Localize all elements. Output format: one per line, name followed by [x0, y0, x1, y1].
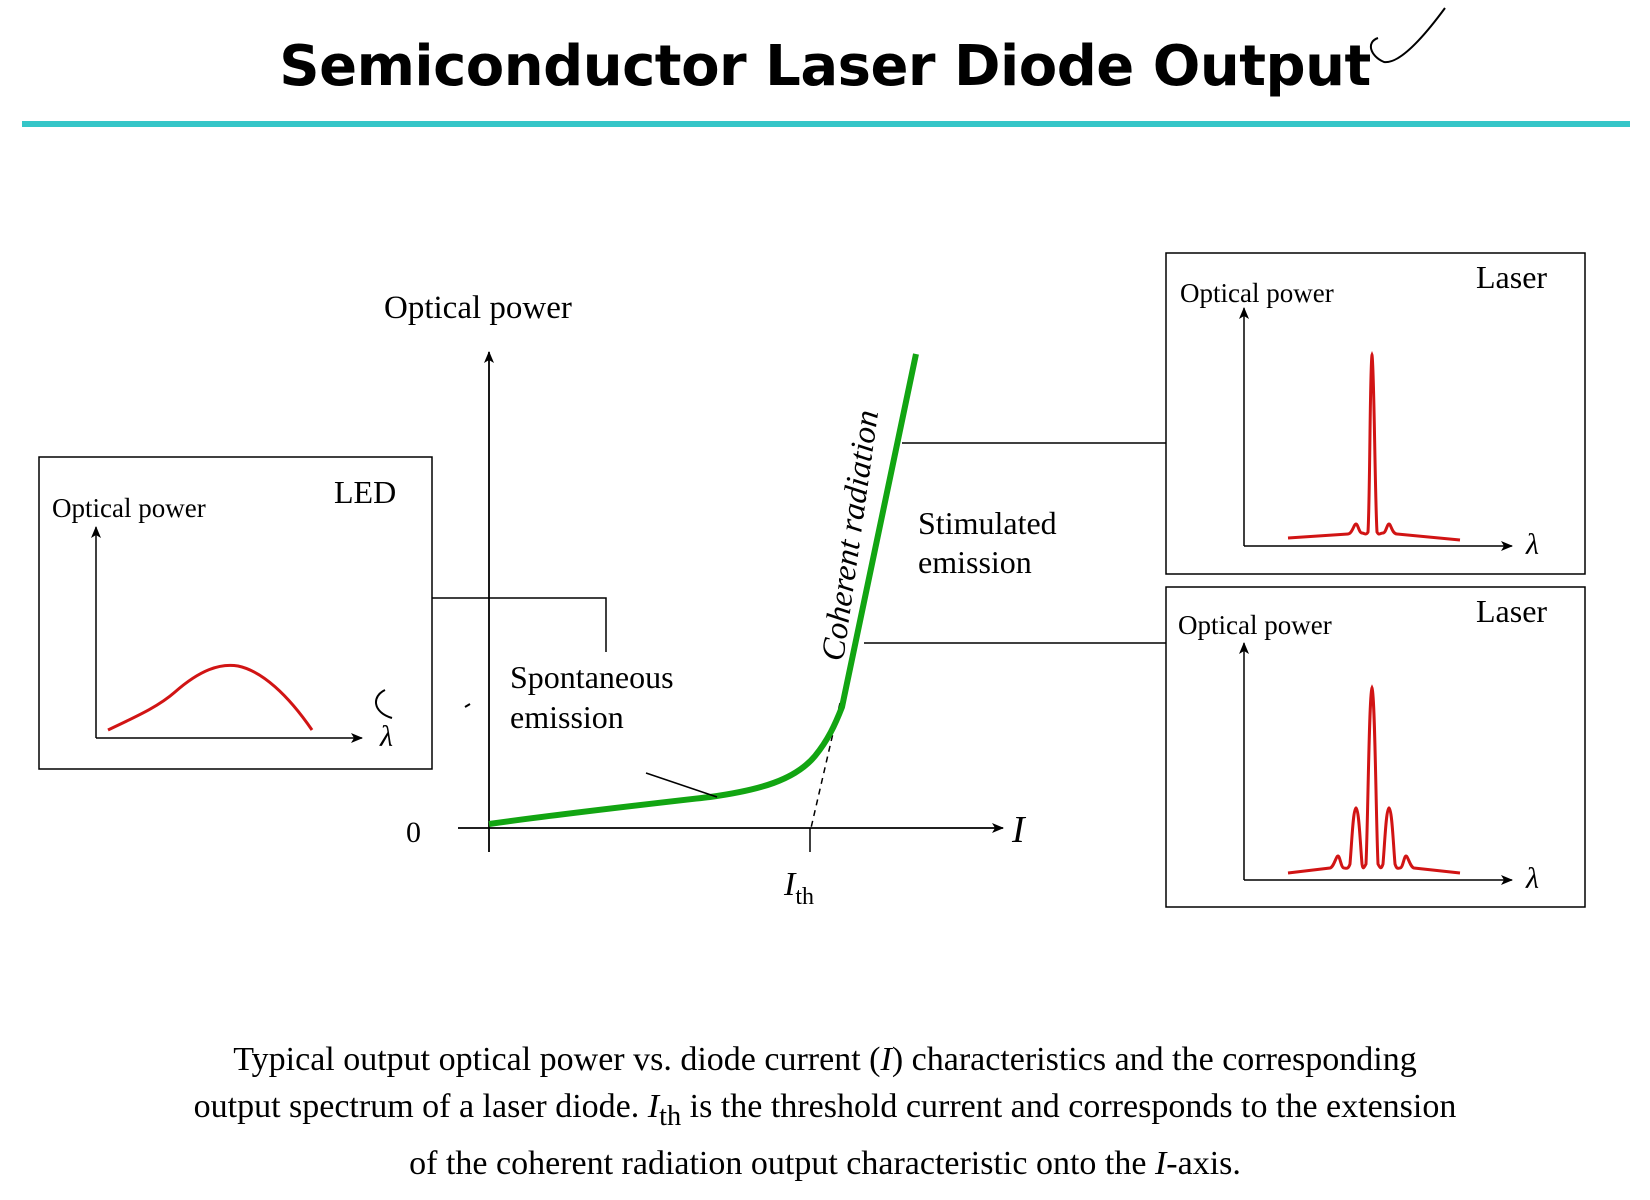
led-connector: [432, 597, 607, 652]
led-spectrum-curve: [107, 663, 314, 732]
led-handwritten-mark-icon: [375, 689, 393, 719]
laser-top-inset: Laser Optical power λ: [1165, 252, 1586, 575]
led-y-label: Optical power: [52, 493, 206, 523]
caption-line3-b: -axis.: [1166, 1144, 1241, 1182]
main-y-axis-label: Optical power: [384, 290, 572, 326]
laser-bottom-spectrum: [1287, 684, 1461, 875]
threshold-label: Ith: [783, 866, 814, 910]
threshold-label-sub: th: [795, 884, 814, 910]
threshold-label-main: I: [783, 866, 797, 903]
laser-bottom-x-label: λ: [1525, 862, 1539, 895]
caption-line2-sub: th: [659, 1100, 682, 1132]
led-tag: LED: [334, 474, 396, 510]
main-x-axis-label: I: [1011, 809, 1027, 851]
figure-caption: Typical output optical power vs. diode c…: [60, 1036, 1590, 1187]
laser-top-tag: Laser: [1476, 259, 1547, 295]
led-inset: LED Optical power λ: [38, 456, 433, 770]
led-x-label: λ: [379, 720, 393, 753]
laser-top-x-label: λ: [1525, 528, 1539, 561]
checkmark-icon: [1369, 7, 1446, 64]
stray-tick-mark: [464, 703, 471, 708]
title-underline: [22, 121, 1630, 127]
caption-line2-italic: I: [647, 1088, 660, 1125]
caption-line1-a: Typical output optical power vs. diode c…: [233, 1041, 881, 1078]
stimulated-label-line2: emission: [918, 544, 1032, 580]
laser-bottom-y-label: Optical power: [1178, 610, 1332, 640]
origin-label: 0: [406, 816, 421, 849]
caption-line2-b: is the threshold current and corresponds…: [681, 1088, 1457, 1125]
laser-bottom-tag: Laser: [1476, 593, 1547, 629]
caption-line3-italic: I: [1154, 1144, 1167, 1182]
spontaneous-label-line1: Spontaneous: [510, 659, 674, 695]
caption-line3-a: of the coherent radiation output charact…: [409, 1144, 1155, 1182]
stimulated-label-line1: Stimulated: [918, 505, 1057, 541]
caption-line1-b: ) characteristics and the corresponding: [891, 1041, 1417, 1078]
slide-title: Semiconductor Laser Diode Output: [279, 34, 1371, 99]
caption-line2-a: output spectrum of a laser diode.: [193, 1088, 648, 1125]
caption-line1-italic: I: [880, 1041, 892, 1078]
spontaneous-pointer: [645, 772, 718, 798]
laser-bottom-inset: Laser Optical power λ: [1165, 586, 1586, 908]
light-current-curve: [488, 353, 919, 827]
laser-top-y-label: Optical power: [1180, 278, 1334, 308]
spontaneous-label-line2: emission: [510, 699, 624, 735]
laser-top-spectrum: [1287, 350, 1461, 542]
